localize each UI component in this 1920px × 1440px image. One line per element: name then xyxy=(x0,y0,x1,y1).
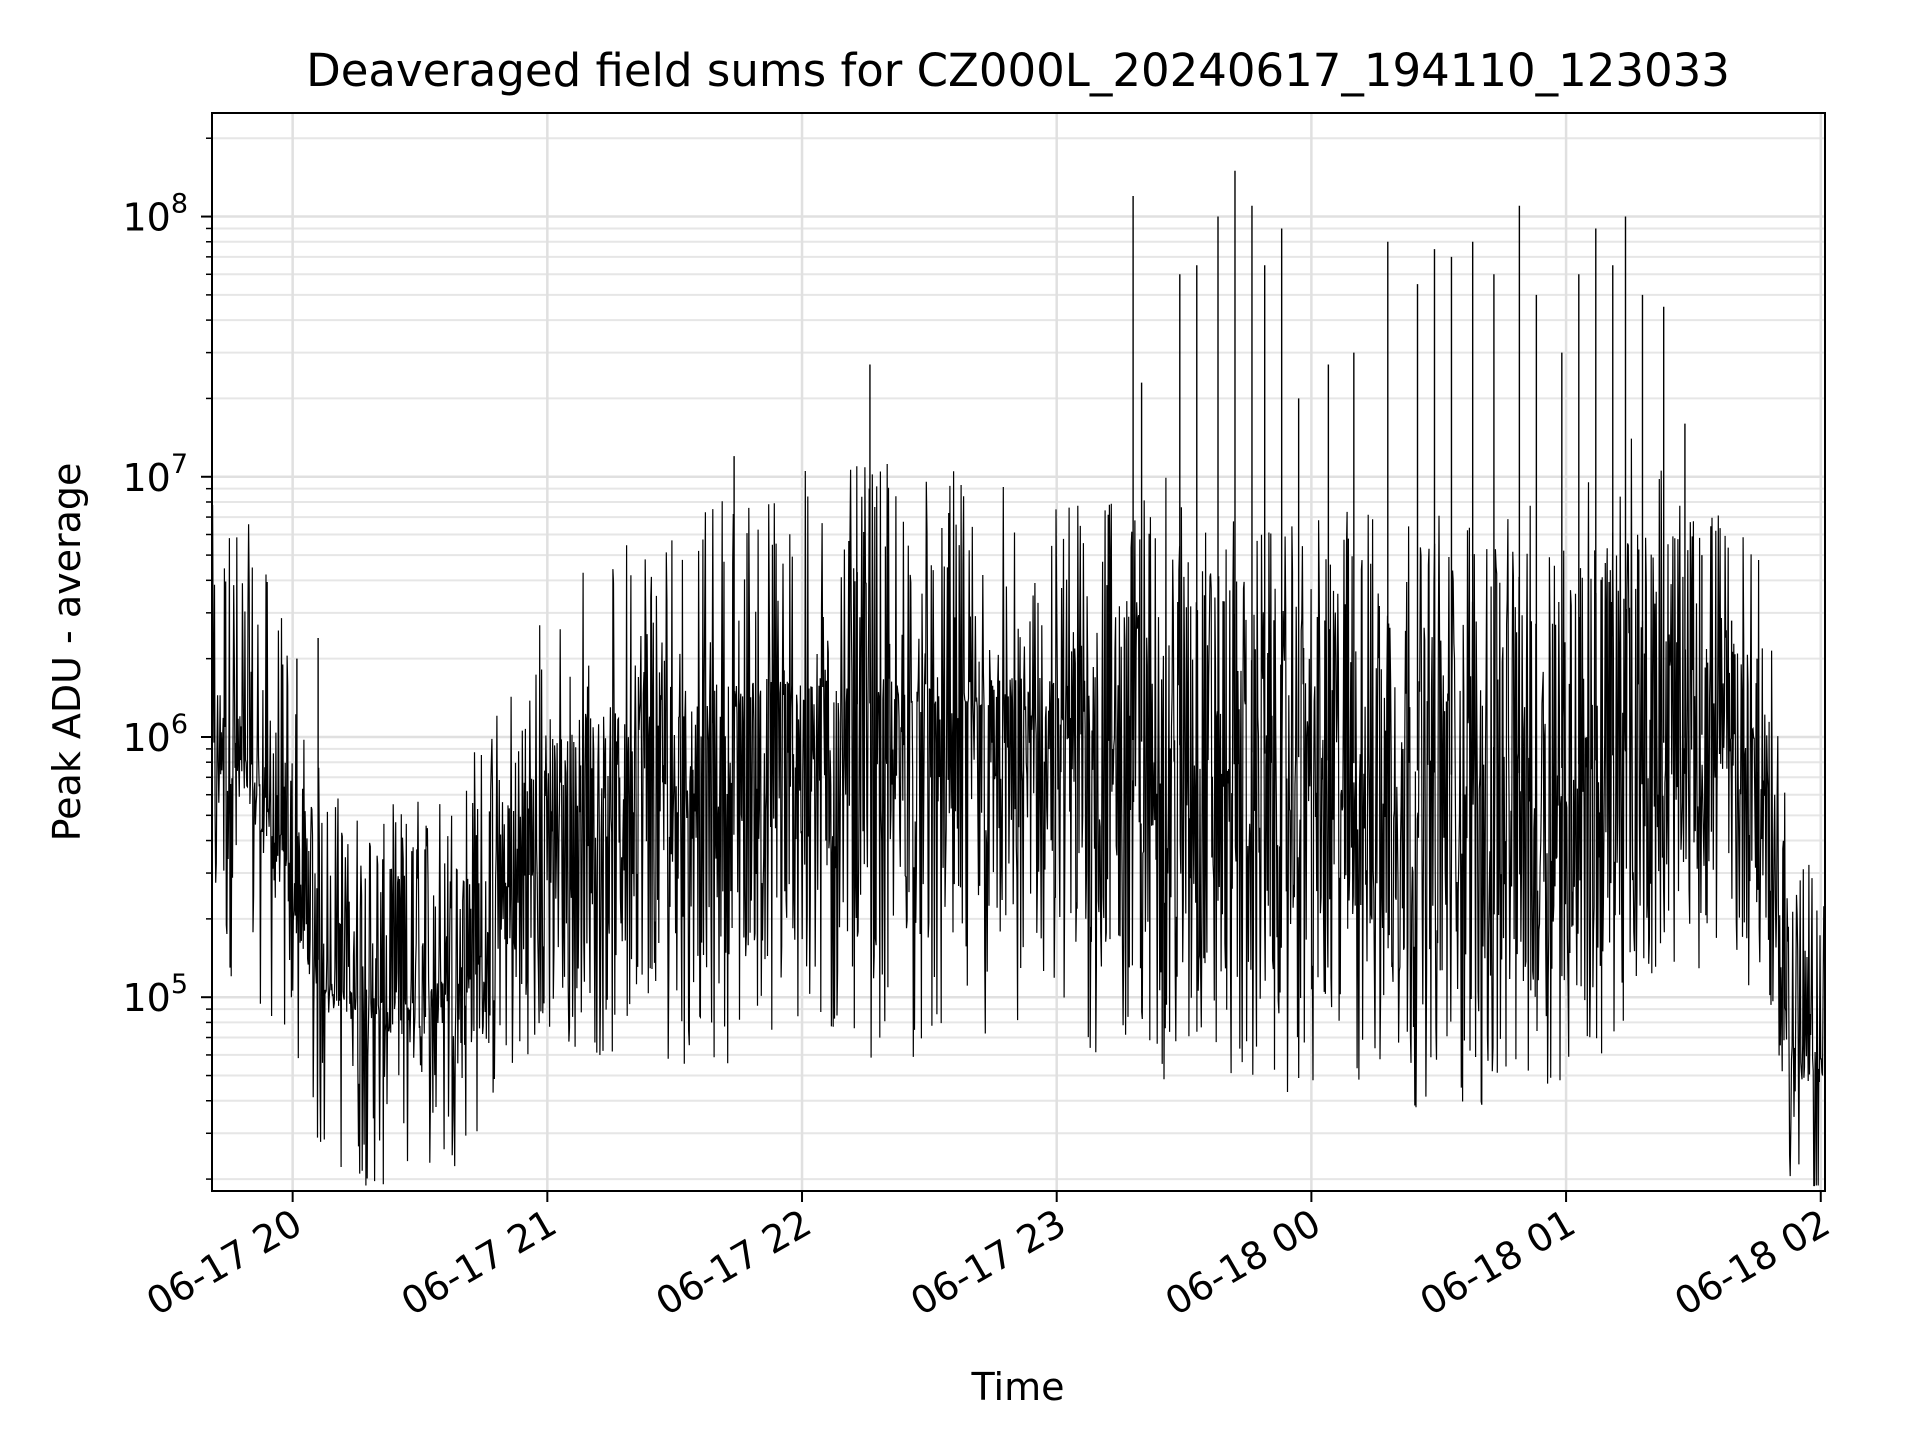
y-axis-label: Peak ADU - average xyxy=(45,463,89,842)
y-tick-label: 107 xyxy=(122,449,188,500)
data-layer xyxy=(211,170,1826,1187)
chart-title: Deaveraged field sums for CZ000L_2024061… xyxy=(306,44,1730,97)
plot-frame xyxy=(211,112,1826,1192)
x-axis-label: Time xyxy=(971,1365,1065,1409)
y-tick-label: 108 xyxy=(122,189,188,240)
y-tick-label: 106 xyxy=(122,709,188,760)
series-line xyxy=(211,438,1826,1187)
y-tick-label: 105 xyxy=(122,969,188,1020)
